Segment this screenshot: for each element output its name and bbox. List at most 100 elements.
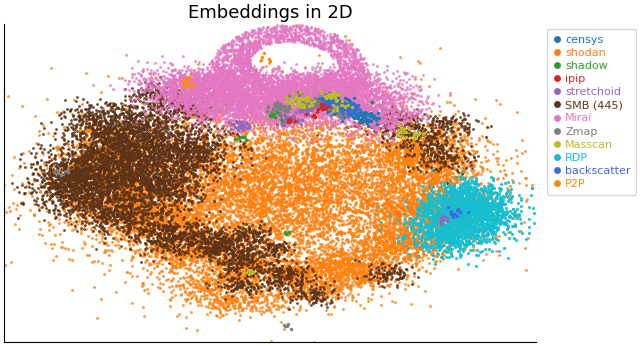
Point — [356, 71, 366, 77]
Point — [216, 160, 226, 165]
Point — [120, 226, 131, 232]
Point — [370, 231, 380, 236]
Point — [307, 213, 317, 218]
Point — [138, 265, 148, 271]
Point — [93, 173, 103, 179]
Point — [95, 122, 105, 127]
Point — [354, 81, 364, 86]
Point — [388, 235, 399, 241]
Point — [254, 76, 264, 81]
Point — [335, 60, 345, 65]
Point — [177, 99, 187, 104]
Point — [221, 106, 231, 112]
Point — [180, 192, 190, 197]
Point — [69, 172, 79, 177]
Point — [191, 155, 201, 161]
Point — [332, 91, 342, 97]
Point — [191, 230, 202, 236]
Point — [241, 257, 251, 263]
Point — [127, 140, 137, 146]
Point — [78, 197, 88, 202]
Point — [419, 203, 429, 209]
Point — [131, 149, 141, 155]
Point — [389, 215, 399, 221]
Point — [20, 184, 30, 189]
Point — [113, 148, 123, 154]
Point — [290, 240, 300, 246]
Point — [225, 73, 236, 78]
Point — [260, 232, 270, 237]
Point — [303, 28, 313, 33]
Point — [145, 124, 155, 129]
Point — [252, 210, 262, 216]
Point — [423, 221, 433, 227]
Point — [420, 234, 431, 240]
Point — [236, 293, 246, 299]
Point — [275, 265, 285, 270]
Point — [257, 183, 268, 189]
Point — [219, 109, 229, 114]
Point — [356, 61, 367, 66]
Point — [181, 231, 191, 237]
Point — [345, 111, 355, 117]
Point — [244, 264, 255, 269]
Point — [380, 222, 390, 227]
Point — [314, 114, 324, 120]
Point — [299, 166, 309, 172]
Point — [374, 158, 385, 164]
Point — [93, 175, 103, 181]
Point — [191, 104, 202, 110]
Point — [227, 278, 237, 283]
Point — [228, 229, 239, 234]
Point — [294, 25, 304, 31]
Point — [422, 134, 433, 140]
Point — [81, 116, 91, 122]
Point — [198, 91, 208, 96]
Point — [361, 239, 371, 245]
Point — [170, 184, 180, 190]
Point — [216, 92, 226, 97]
Point — [180, 254, 191, 259]
Point — [350, 160, 360, 166]
Point — [175, 193, 185, 199]
Point — [332, 33, 342, 39]
Point — [252, 184, 262, 189]
Point — [395, 124, 405, 129]
Point — [434, 199, 444, 204]
Point — [332, 44, 342, 49]
Point — [449, 180, 460, 186]
Point — [163, 186, 173, 192]
Point — [380, 121, 390, 127]
Point — [328, 247, 338, 252]
Point — [188, 190, 198, 195]
Point — [229, 225, 239, 231]
Point — [453, 236, 463, 241]
Point — [436, 212, 447, 218]
Point — [185, 277, 195, 282]
Point — [255, 44, 265, 50]
Point — [385, 160, 396, 165]
Point — [268, 78, 278, 83]
Point — [91, 246, 101, 252]
Point — [328, 176, 338, 182]
Point — [313, 193, 323, 199]
Point — [190, 184, 200, 190]
Point — [336, 276, 346, 281]
Point — [95, 204, 106, 210]
Point — [296, 106, 306, 111]
Point — [184, 91, 195, 97]
Point — [296, 23, 307, 28]
Point — [308, 83, 318, 88]
Point — [468, 162, 479, 167]
Point — [259, 176, 269, 182]
Point — [349, 248, 359, 254]
Point — [172, 154, 182, 160]
Point — [168, 201, 179, 206]
Point — [297, 220, 307, 226]
Point — [310, 215, 321, 221]
Point — [141, 163, 151, 168]
Point — [307, 279, 317, 284]
Point — [104, 168, 115, 173]
Point — [294, 249, 304, 255]
Point — [430, 216, 440, 221]
